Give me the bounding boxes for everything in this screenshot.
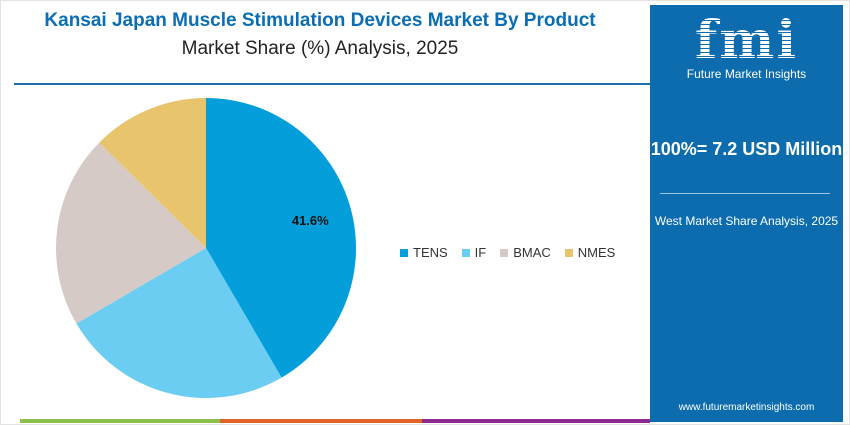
legend-swatch <box>564 248 573 257</box>
website-link[interactable]: www.futuremarketinsights.com <box>678 402 815 413</box>
logo-text: fmi <box>650 13 843 69</box>
legend-swatch <box>461 248 470 257</box>
info-panel: fmi Future Market Insights 100%= 7.2 USD… <box>650 5 843 422</box>
footer-bar-green <box>20 419 220 423</box>
legend-label: IF <box>474 245 487 260</box>
chart-subtitle: Market Share (%) Analysis, 2025 <box>181 38 459 59</box>
chart-title: Kansai Japan Muscle Stimulation Devices … <box>44 10 596 31</box>
panel-divider <box>660 193 830 194</box>
pie-slice-bmac <box>56 142 206 324</box>
data-label-tens: 41.6% <box>292 213 329 228</box>
pie-slice-if <box>76 248 282 398</box>
legend: TENS IF BMAC NMES <box>400 245 615 260</box>
title-divider <box>14 83 650 85</box>
legend-label: BMAC <box>513 245 551 260</box>
footer-bar-orange <box>220 419 422 423</box>
legend-item-tens: TENS <box>400 245 448 260</box>
fmi-logo: fmi Future Market Insights <box>650 13 843 82</box>
pie-chart: 41.6% <box>56 98 356 398</box>
pie-slice-tens <box>206 98 356 378</box>
pie-slice-nmes <box>99 98 206 248</box>
logo-subtitle: Future Market Insights <box>686 67 807 81</box>
region-label: West Market Share Analysis, 2025 <box>654 214 839 228</box>
market-total: 100%= 7.2 USD Million <box>650 139 843 159</box>
legend-item-nmes: NMES <box>564 245 616 260</box>
legend-item-bmac: BMAC <box>500 245 551 260</box>
legend-swatch <box>500 248 509 257</box>
legend-swatch <box>400 248 408 257</box>
legend-label: TENS <box>413 245 448 260</box>
footer-bar-purple <box>422 419 650 423</box>
legend-item-if: IF <box>461 245 487 260</box>
legend-label: NMES <box>577 245 616 260</box>
